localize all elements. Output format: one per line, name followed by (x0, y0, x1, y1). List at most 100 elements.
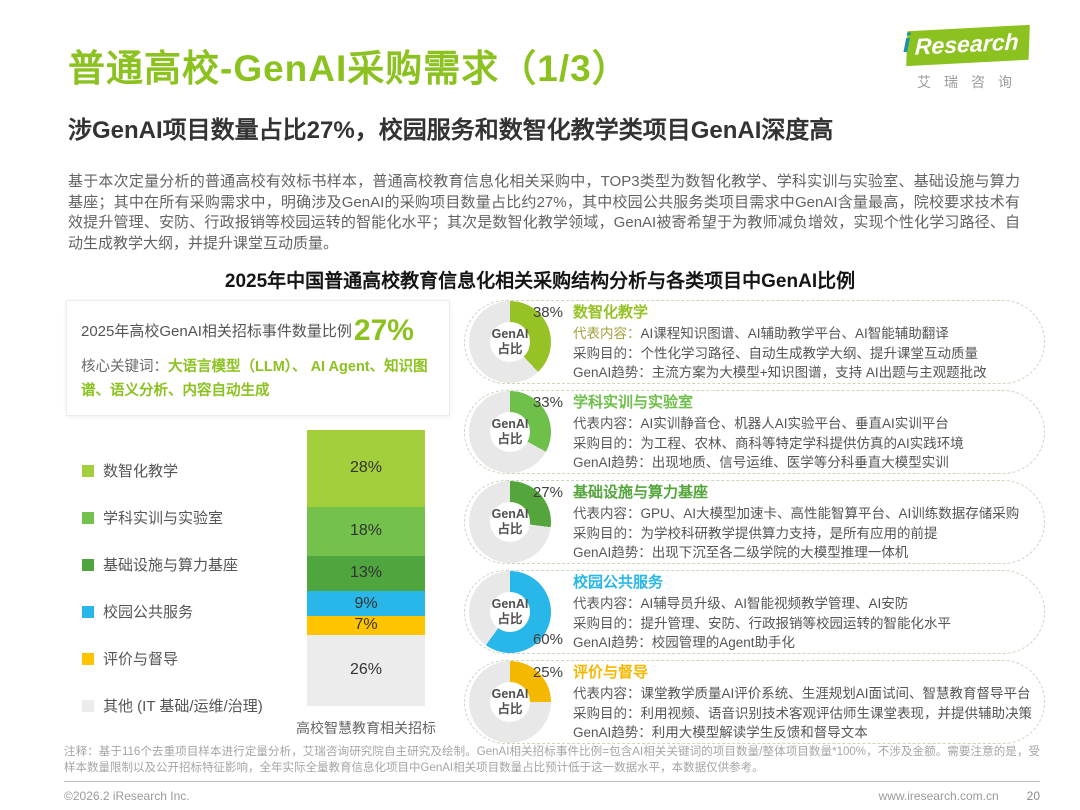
donut-percent: 25% (532, 664, 563, 681)
card-row: 代表内容：课堂教学质量AI评价系统、生涯规划AI面试间、智慧教育督导平台 (573, 684, 1032, 704)
row-label: 采购目的： (573, 345, 641, 361)
page-title: 普通高校-GenAI采购需求（1/3） (68, 48, 630, 89)
donut-center-line: GenAI (491, 507, 529, 521)
category-card-5: GenAI 占比 25% 评价与督导 代表内容：课堂教学质量AI评价系统、生涯规划AI面… (464, 660, 1045, 744)
legend-swatch (82, 605, 94, 618)
row-label: 采购目的： (573, 615, 641, 631)
logo-wordmark: i Research (886, 24, 1046, 67)
bar-stack: 28% 18% 13% 9% 7% 26% (307, 430, 425, 706)
card-title: 评价与督导 (573, 664, 649, 682)
category-card-1: GenAI 占比 38% 数智化教学 代表内容：AI课程知识图谱、AI辅助教学平台、AI… (464, 300, 1045, 384)
row-text: 出现下沉至各二级学院的大模型推理一体机 (651, 545, 909, 561)
footnote: 注释：基于116个去重项目样本进行定量分析，艾瑞咨询研究院自主研究及绘制。Gen… (64, 744, 1040, 782)
donut-center-line: 占比 (497, 522, 523, 536)
legend-item: 其他 (IT 基础/运维/治理) (82, 695, 282, 716)
legend-label: 学科实训与实验室 (103, 510, 224, 527)
legend-swatch (82, 511, 94, 524)
donut-center-line: 占比 (497, 612, 523, 626)
logo-chinese-name: 艾瑞咨询 (917, 74, 1025, 90)
donut-center-label: GenAI 占比 (469, 301, 551, 383)
donut-percent: 27% (532, 484, 563, 501)
row-label: GenAI趋势： (573, 545, 652, 561)
card-text: 学科实训与实验室代表内容：AI实训静音仓、机器人AI实验平台、垂直AI实训平台采… (573, 391, 1032, 473)
card-row: 采购目的：为学校科研教学提供算力支持，是所有应用的前提 (573, 524, 1032, 544)
row-text: 校园管理的Agent助手化 (651, 635, 796, 651)
card-row: GenAI趋势：出现下沉至各二级学院的大模型推理一体机 (573, 543, 1032, 563)
legend-item: 基础设施与算力基座 (82, 554, 282, 575)
card-row: GenAI趋势：出现地质、信号运维、医学等分科垂直大模型实训 (573, 453, 1032, 473)
legend-swatch (82, 464, 94, 477)
donut-hole (490, 682, 530, 722)
row-text: 为工程、农林、商科等特定学科提供仿真的AI实践环境 (640, 435, 964, 451)
iresearch-logo: i Research 艾瑞咨询 (886, 24, 1046, 92)
row-label: 代表内容： (573, 596, 641, 612)
card-row: 采购目的：利用视频、语音识别技术客观评估师生课堂表现，并提供辅助决策 (573, 704, 1032, 724)
donut-chart: GenAI 占比 25% (469, 661, 563, 743)
donut-center-line: GenAI (491, 687, 529, 701)
row-label: GenAI趋势： (573, 365, 652, 381)
donut-percent: 38% (532, 304, 563, 321)
card-title: 基础设施与算力基座 (573, 484, 709, 502)
donut-hole (490, 322, 530, 362)
donut-center-label: GenAI 占比 (469, 391, 551, 473)
x-axis-label: 高校智慧教育相关招标 (296, 720, 436, 736)
card-row: GenAI趋势：校园管理的Agent助手化 (573, 633, 1032, 653)
website-url: www.iresearch.com.cn (878, 789, 999, 803)
legend-swatch (82, 699, 94, 712)
donut-chart: GenAI 占比 33% (469, 391, 563, 473)
legend-label: 评价与督导 (103, 651, 179, 668)
donut-chart: GenAI 占比 60% (469, 571, 563, 653)
logo-i-letter: i (902, 28, 911, 58)
page-subtitle: 涉GenAI项目数量占比27%，校园服务和数智化教学类项目GenAI深度高 (68, 117, 834, 144)
category-card-4: GenAI 占比 60% 校园公共服务 代表内容：AI辅导员升级、AI智能视频教学管理、… (464, 570, 1045, 654)
donut-hole (490, 502, 530, 542)
row-label: 代表内容： (573, 506, 641, 522)
donut-center-label: GenAI 占比 (469, 481, 551, 563)
row-text: 出现地质、信号运维、医学等分科垂直大模型实训 (651, 455, 949, 471)
legend-label: 数智化教学 (103, 463, 179, 480)
donut-center-label: GenAI 占比 (469, 661, 551, 743)
row-label: GenAI趋势： (573, 725, 652, 741)
row-label: 采购目的： (573, 525, 641, 541)
legend-label: 基础设施与算力基座 (103, 557, 239, 574)
bar-segment-1: 28% (307, 430, 425, 507)
card-row: 代表内容：AI实训静音仓、机器人AI实验平台、垂直AI实训平台 (573, 414, 1032, 434)
donut-percent: 33% (532, 394, 563, 411)
card-row: 代表内容：AI辅导员升级、AI智能视频教学管理、AI安防 (573, 594, 1032, 614)
donut-hole (490, 592, 530, 632)
keyword-box: 2025年高校GenAI相关招标事件数量比例27% 核心关键词：大语言模型（LL… (66, 300, 450, 416)
card-row: GenAI趋势：利用大模型解读学生反馈和督导文本 (573, 723, 1032, 743)
row-text: 利用大模型解读学生反馈和督导文本 (651, 725, 868, 741)
legend-label: 校园公共服务 (103, 604, 194, 621)
row-text: GPU、AI大模型加速卡、高性能智算平台、AI训练数据存储采购 (640, 506, 1020, 522)
card-title: 学科实训与实验室 (573, 394, 694, 412)
category-card-2: GenAI 占比 33% 学科实训与实验室 代表内容：AI实训静音仓、机器人AI实验平台… (464, 390, 1045, 474)
card-title: 数智化教学 (573, 304, 649, 322)
row-text: AI实训静音仓、机器人AI实验平台、垂直AI实训平台 (640, 416, 949, 432)
main-content: 2025年高校GenAI相关招标事件数量比例27% 核心关键词：大语言模型（LL… (66, 300, 1045, 744)
row-label: 采购目的： (573, 705, 641, 721)
legend-item: 校园公共服务 (82, 601, 282, 622)
page-footer: 注释：基于116个去重项目样本进行定量分析，艾瑞咨询研究院自主研究及绘制。Gen… (64, 744, 1040, 803)
row-text: 为学校科研教学提供算力支持，是所有应用的前提 (640, 525, 938, 541)
keywords-text: 大语言模型（LLM）、 AI Agent、知识图谱、语义分析、内容自动生成 (81, 359, 428, 399)
card-row: 采购目的：为工程、农林、商科等特定学科提供仿真的AI实践环境 (573, 434, 1032, 454)
keywords-line: 核心关键词：大语言模型（LLM）、 AI Agent、知识图谱、语义分析、内容自… (81, 355, 435, 403)
bar-segment-5: 7% (307, 615, 425, 635)
bar-segment-3: 13% (307, 555, 425, 592)
row-label: GenAI趋势： (573, 455, 652, 471)
copyright-text: ©2026.2 iResearch Inc. (64, 789, 190, 803)
row-label: 采购目的： (573, 435, 641, 451)
bar-segment-6: 26% (307, 634, 425, 706)
intro-paragraph: 基于本次定量分析的普通高校有效标书样本，普通高校教育信息化相关采购中，TOP3类… (68, 173, 1020, 252)
bar-segment-2: 18% (307, 506, 425, 556)
stat-line: 2025年高校GenAI相关招标事件数量比例27% (81, 314, 435, 348)
chart-title: 2025年中国普通高校教育信息化相关采购结构分析与各类项目中GenAI比例 (224, 271, 856, 292)
row-text: AI辅导员升级、AI智能视频教学管理、AI安防 (640, 596, 909, 612)
category-card-3: GenAI 占比 27% 基础设施与算力基座 代表内容：GPU、AI大模型加速卡、高性能… (464, 480, 1045, 564)
legend-item: 评价与督导 (82, 648, 282, 669)
donut-center-line: 占比 (497, 342, 523, 356)
card-text: 评价与督导代表内容：课堂教学质量AI评价系统、生涯规划AI面试间、智慧教育督导平… (573, 661, 1032, 743)
page-number: 20 (1026, 789, 1040, 803)
